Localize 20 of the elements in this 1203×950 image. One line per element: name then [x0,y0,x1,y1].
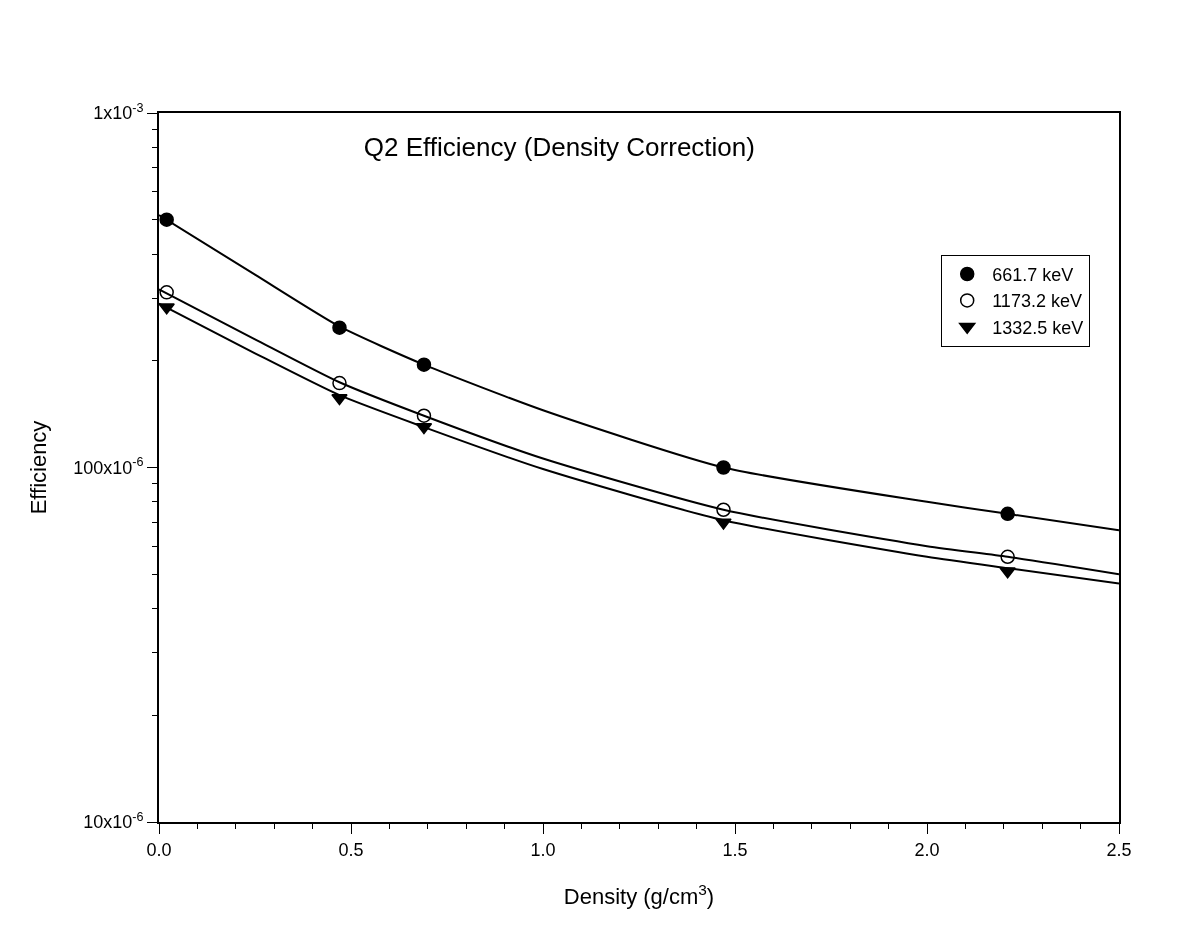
point [1000,549,1015,565]
legend-label: 661.7 keV [992,265,1074,286]
x-tick-label: 2.5 [1106,839,1132,860]
point [716,502,731,517]
x-tick-label: 1.5 [722,839,748,860]
y-tick-label: 100x10$^{-6}$ [73,455,144,478]
text: Q2 Efficiency (Density Correction) [363,132,755,163]
x-tick-label: 2.0 [914,839,940,860]
x-tick-label: 0.0 [146,839,172,860]
point [159,285,174,300]
legend-label: 1332.5 keV [992,317,1084,338]
x-tick-label: 1.0 [530,839,556,860]
point [332,375,347,391]
y-axis-title: Efficiency [26,420,52,515]
x-tick-label: 0.5 [338,839,364,860]
x-axis-title: Density (g/cm$^{3}$) [563,880,715,909]
legend-label: 1173.2 keV [992,291,1082,312]
y-tick-label: 1x10$^{-3}$ [93,100,144,124]
point [416,408,432,423]
y-tick-label: 10x10$^{-6}$ [83,809,144,833]
